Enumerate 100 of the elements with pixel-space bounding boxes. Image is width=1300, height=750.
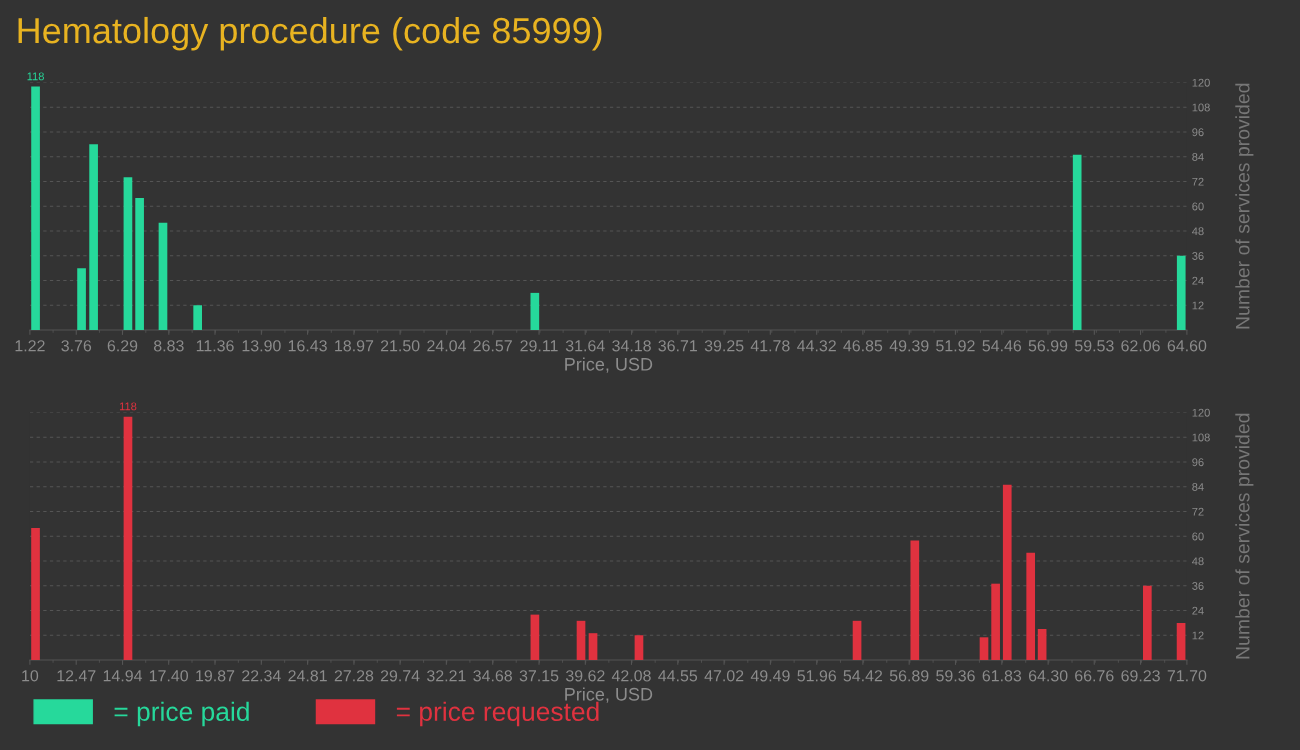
bar [123, 416, 133, 660]
x-tick-label: 3.76 [61, 340, 92, 352]
x-tick-label: 62.06 [1121, 340, 1160, 352]
x-tick-label: 10 [22, 670, 39, 682]
x-tick-label: 27.28 [334, 670, 374, 682]
x-tick-label: 37.15 [519, 670, 559, 682]
x-tick-label: 49.49 [750, 670, 790, 682]
y-tick-label: 120 [1192, 408, 1210, 417]
y-tick-label: 24 [1192, 606, 1204, 615]
x-tick-label: 41.78 [750, 340, 790, 352]
x-tick-label: 42.08 [611, 670, 651, 682]
bar [77, 268, 86, 330]
x-tick-label: 66.76 [1075, 670, 1114, 682]
x-tick-label: 51.96 [797, 670, 837, 682]
y-tick-label: 96 [1192, 458, 1204, 467]
bar [158, 222, 168, 330]
bar [910, 540, 920, 660]
x-tick-label: 61.83 [982, 670, 1022, 682]
x-tick-label: 34.68 [473, 670, 512, 682]
chart-title: Hematology procedure (code 85999) [18, 16, 602, 51]
y-tick-label: 84 [1192, 153, 1204, 161]
x-tick-label: 39.62 [565, 670, 605, 682]
x-tick-label: 64.60 [1167, 340, 1207, 352]
x-tick-label: 56.99 [1028, 340, 1068, 352]
y-tick-label: 60 [1192, 202, 1204, 211]
bar [530, 292, 540, 330]
x-tick-label: 44.55 [658, 670, 698, 682]
x-tick-label: 34.18 [612, 340, 651, 352]
bar [576, 620, 586, 660]
y-tick-label: 24 [1192, 276, 1204, 285]
x-tick-label: 51.92 [936, 340, 975, 352]
x-tick-label: 16.43 [288, 340, 327, 352]
x-tick-label: 32.21 [427, 670, 466, 682]
x-tick-label: 54.42 [843, 670, 883, 682]
x-tick-label: 22.34 [242, 670, 281, 682]
y-axis-title: Number of services provided [1235, 83, 1254, 329]
x-tick-label: 59.36 [936, 670, 975, 682]
y-tick-label: 12 [1192, 631, 1204, 640]
bar [135, 198, 144, 330]
y-tick-label: 120 [1192, 78, 1210, 87]
x-tick-label: 17.40 [149, 670, 189, 682]
x-tick-label: 49.39 [889, 340, 929, 352]
x-axis-title: Price, USD [565, 357, 653, 373]
bar [852, 620, 862, 660]
y-tick-label: 96 [1192, 128, 1204, 137]
x-tick-label: 24.81 [288, 670, 327, 682]
y-tick-label: 48 [1192, 227, 1204, 236]
x-tick-label: 14.94 [103, 670, 143, 682]
x-tick-label: 36.71 [658, 340, 697, 352]
x-tick-label: 59.53 [1075, 340, 1114, 352]
x-tick-label: 1.22 [15, 340, 45, 352]
x-tick-label: 69.23 [1121, 670, 1160, 682]
x-tick-label: 29.74 [380, 670, 420, 682]
x-axis-title: Price, USD [565, 687, 653, 703]
x-tick-label: 24.04 [427, 340, 466, 352]
y-tick-label: 36 [1192, 252, 1204, 260]
x-tick-label: 6.29 [107, 340, 138, 352]
bar [979, 637, 989, 660]
bar [1176, 255, 1186, 330]
x-tick-label: 56.89 [889, 670, 929, 682]
y-tick-label: 60 [1192, 532, 1204, 541]
bar [1142, 585, 1152, 660]
x-tick-label: 18.97 [335, 340, 374, 352]
bar [991, 583, 1000, 660]
x-tick-label: 31.64 [565, 340, 605, 352]
bar [123, 177, 133, 330]
x-tick-label: 47.02 [704, 670, 744, 682]
x-tick-label: 13.90 [242, 340, 281, 352]
x-tick-label: 64.30 [1028, 670, 1068, 682]
y-tick-label: 12 [1192, 301, 1204, 310]
x-tick-label: 26.57 [473, 340, 512, 352]
bar [530, 614, 540, 660]
x-tick-label: 39.25 [704, 340, 744, 352]
x-tick-label: 71.70 [1167, 670, 1207, 682]
x-tick-label: 8.83 [153, 340, 184, 352]
bar [1002, 484, 1012, 660]
x-tick-label: 44.32 [797, 340, 836, 352]
x-tick-label: 21.50 [380, 340, 420, 352]
x-tick-label: 29.11 [520, 340, 558, 352]
legend-label: = price requested [396, 701, 599, 727]
bar [1176, 622, 1186, 660]
bar [1072, 154, 1082, 330]
data-label: 118 [119, 402, 137, 411]
legend-label: = price paid [114, 701, 249, 727]
y-tick-label: 36 [1192, 582, 1204, 590]
y-tick-label: 72 [1192, 507, 1204, 516]
y-tick-label: 72 [1192, 177, 1204, 186]
bar [89, 144, 98, 330]
bar [31, 86, 40, 330]
bar [1037, 629, 1047, 660]
x-tick-label: 12.47 [57, 670, 96, 682]
y-tick-label: 48 [1192, 557, 1204, 566]
y-tick-label: 108 [1192, 103, 1210, 112]
y-tick-label: 108 [1192, 433, 1210, 442]
bar [1026, 552, 1036, 660]
bar [31, 528, 40, 660]
bar [634, 635, 644, 660]
x-tick-label: 11.36 [196, 340, 234, 352]
bar [588, 633, 598, 660]
y-axis-title: Number of services provided [1235, 413, 1254, 659]
